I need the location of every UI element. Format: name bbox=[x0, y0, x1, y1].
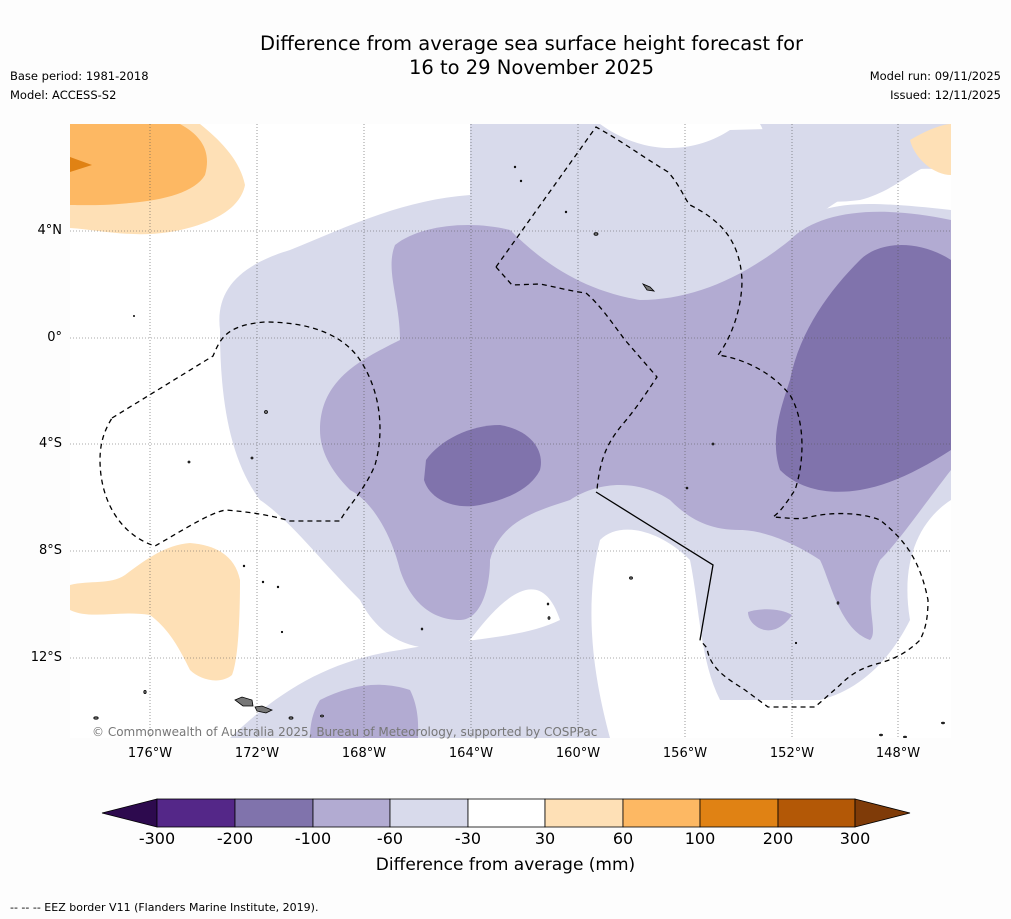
lat-label: 4°S bbox=[38, 436, 62, 451]
islands bbox=[93, 165, 945, 738]
eez-legend: -- -- -- EEZ border V11 (Flanders Marine… bbox=[10, 901, 319, 914]
copyright-notice: © Commonwealth of Australia 2025, Bureau… bbox=[92, 725, 598, 739]
colorbar-tick-label: -300 bbox=[138, 829, 176, 848]
colorbar-tick-label: -30 bbox=[454, 829, 482, 848]
colorbar-segment bbox=[389, 798, 469, 828]
colorbar-tick-label: -200 bbox=[216, 829, 254, 848]
colorbar-segment bbox=[544, 798, 624, 828]
meta-left: Base period: 1981-2018 Model: ACCESS-S2 bbox=[10, 67, 149, 105]
lon-label: 172°W bbox=[234, 746, 280, 761]
lat-label: 0° bbox=[47, 330, 62, 345]
lon-label: 168°W bbox=[341, 746, 387, 761]
title-line-2: 16 to 29 November 2025 bbox=[408, 56, 655, 79]
anomaly-region-dark-purple bbox=[424, 245, 951, 507]
colorbar-tick-label: 200 bbox=[762, 829, 794, 848]
gridlines bbox=[70, 124, 951, 738]
issued-date: Issued: 12/11/2025 bbox=[890, 88, 1001, 102]
colorbar-tick-label: 30 bbox=[534, 829, 556, 848]
lat-label: 8°S bbox=[38, 543, 62, 558]
anomaly-region-medium-purple bbox=[310, 211, 951, 738]
colorbar-tick-label: -100 bbox=[294, 829, 332, 848]
map-area bbox=[70, 124, 951, 738]
lon-label: 160°W bbox=[555, 746, 601, 761]
colorbar-extend-high bbox=[854, 798, 911, 828]
colorbar-tick-label: 300 bbox=[839, 829, 871, 848]
title-line-1: Difference from average sea surface heig… bbox=[259, 32, 804, 55]
colorbar-segment bbox=[622, 798, 701, 828]
colorbar-tick-label: 60 bbox=[612, 829, 634, 848]
lon-label: 152°W bbox=[769, 746, 815, 761]
lat-label: 4°N bbox=[37, 223, 63, 238]
base-period: Base period: 1981-2018 bbox=[10, 69, 149, 83]
lon-label: 176°W bbox=[127, 746, 173, 761]
anomaly-region-dark-orange bbox=[70, 157, 92, 172]
anomaly-region-orange bbox=[70, 124, 208, 206]
map-title: Difference from average sea surface heig… bbox=[0, 32, 1011, 80]
model-name: Model: ACCESS-S2 bbox=[10, 88, 117, 102]
meta-right: Model run: 09/11/2025 Issued: 12/11/2025 bbox=[870, 67, 1001, 105]
colorbar-segment bbox=[312, 798, 391, 828]
colorbar-title: Difference from average (mm) bbox=[375, 855, 636, 875]
colorbar-tick-label: 100 bbox=[684, 829, 716, 848]
lon-label: 164°W bbox=[448, 746, 494, 761]
model-run: Model run: 09/11/2025 bbox=[869, 69, 1001, 83]
colorbar-segment bbox=[699, 798, 779, 828]
colorbar-segment bbox=[467, 798, 546, 828]
colorbar-segment bbox=[234, 798, 314, 828]
lon-label: 156°W bbox=[662, 746, 708, 761]
colorbar bbox=[101, 798, 911, 828]
colorbar-segment bbox=[156, 798, 236, 828]
colorbar-extend-low bbox=[101, 798, 158, 828]
colorbar-segment bbox=[777, 798, 856, 828]
eez-borders bbox=[99, 126, 929, 708]
lat-label: 12°S bbox=[30, 650, 62, 665]
colorbar-tick-label: -60 bbox=[376, 829, 404, 848]
lon-label: 148°W bbox=[875, 746, 921, 761]
